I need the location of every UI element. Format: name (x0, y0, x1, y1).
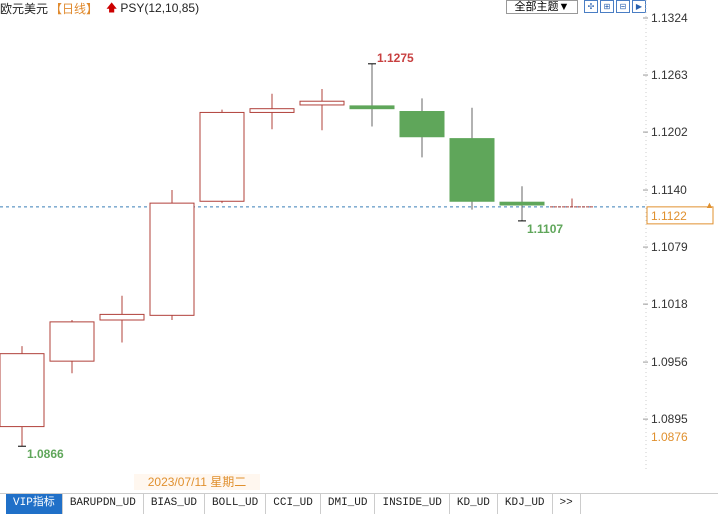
symbol-name: 欧元美元 (0, 1, 49, 16)
y-tick-label: 1.1202 (651, 125, 688, 139)
tab-boll-ud[interactable]: BOLL_UD (205, 494, 267, 514)
candle-body (149, 202, 195, 316)
tab-vip-[interactable]: VIP指标 (6, 494, 63, 514)
tab-kd-ud[interactable]: KD_UD (450, 494, 498, 514)
chart-header: 欧元美元 【日线】 🡅 PSY(12,10,85) (0, 0, 199, 16)
tab-kdj-ud[interactable]: KDJ_UD (498, 494, 553, 514)
candle-body (99, 313, 145, 321)
candle-body (399, 111, 445, 138)
current-price-box (646, 206, 714, 225)
tab-dmi-ud[interactable]: DMI_UD (321, 494, 376, 514)
tab-bias-ud[interactable]: BIAS_UD (144, 494, 206, 514)
candle-body (499, 201, 545, 206)
high-annotation: 1.1275 (377, 51, 414, 65)
candle-body (199, 111, 245, 202)
candle-body (449, 138, 495, 202)
candle-body (249, 108, 295, 113)
date-label: 2023/07/11 星期二 (134, 474, 260, 490)
candle-body (0, 353, 45, 428)
period-label[interactable]: 【日线】 (50, 1, 99, 16)
y-tick-label: 1.0895 (651, 412, 688, 426)
low-annotation: 1.0866 (27, 447, 64, 461)
y-tick-label: 1.1324 (651, 11, 688, 25)
tab-barupdn-ud[interactable]: BARUPDN_UD (63, 494, 144, 514)
indicator-tabs: VIP指标 BARUPDN_UD BIAS_UD BOLL_UD CCI_UD DMI_U… (0, 493, 718, 514)
candle-body (299, 100, 345, 106)
grid-icon[interactable]: ✣ (584, 0, 598, 13)
candle-body (49, 321, 95, 362)
candlestick-chart[interactable]: 1.1324 1.1263 1.1202 1.1140 1.1079 1.1018 1.09… (0, 0, 718, 470)
tab-cci-ud[interactable]: CCI_UD (266, 494, 321, 514)
indicator-label[interactable]: PSY(12,10,85) (120, 1, 200, 15)
current-price-label: 1.1122 (651, 209, 687, 223)
up-arrow-icon: 🡅 (106, 1, 118, 14)
tab-inside-ud[interactable]: INSIDE_UD (375, 494, 450, 514)
theme-dropdown[interactable]: 全部主题▼ (506, 0, 578, 14)
recent-low-annotation: 1.1107 (527, 222, 563, 236)
zoom-in-icon[interactable]: ⊞ (600, 0, 614, 13)
y-tick-label: 1.1263 (651, 68, 688, 82)
y-tick-label: 1.1079 (651, 240, 688, 254)
zoom-out-icon[interactable]: ⊟ (616, 0, 630, 13)
next-icon[interactable]: ▶ (632, 0, 646, 13)
y-tick-label: 1.0956 (651, 355, 688, 369)
tab--[interactable]: >> (553, 494, 581, 514)
scroll-up-icon: ▲ (705, 200, 714, 210)
candle-body (349, 105, 395, 110)
y-tick-label: 1.1018 (651, 297, 688, 311)
lowest-price-label: 1.0876 (651, 430, 688, 444)
y-tick-label: 1.1140 (651, 183, 687, 197)
